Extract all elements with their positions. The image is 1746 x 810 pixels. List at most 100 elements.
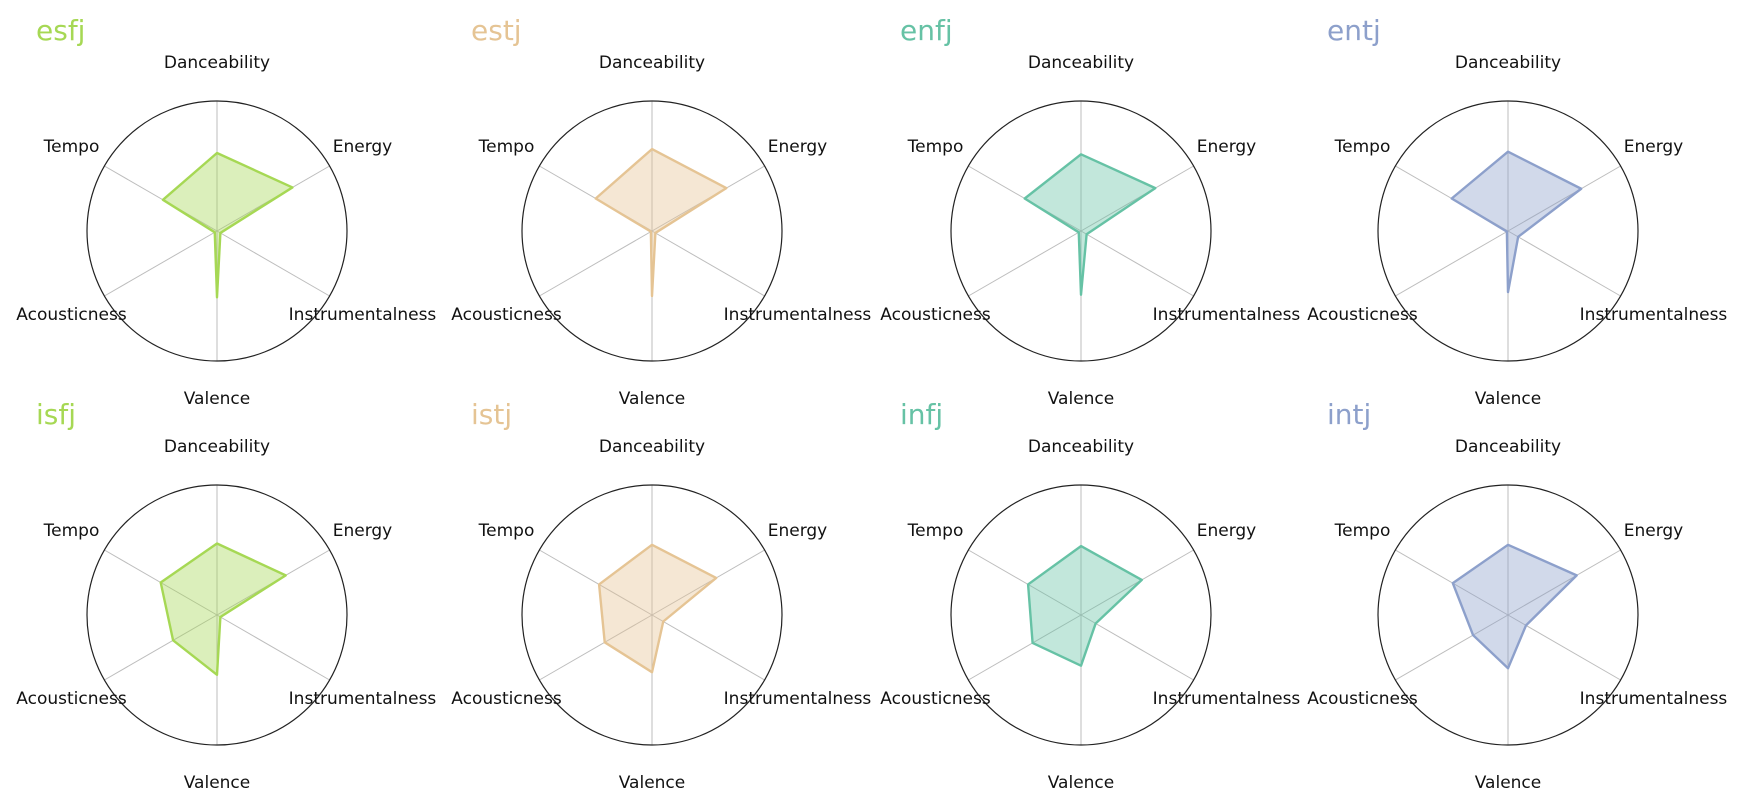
series-polygon xyxy=(597,543,718,674)
radar-panel-5: istj Danceability Energy Instrumentalness Va… xyxy=(435,384,871,793)
axis-spoke xyxy=(1395,549,1509,616)
axis-label: Instrumentalness xyxy=(1153,305,1301,325)
axis-spoke xyxy=(1507,230,1621,297)
axis-label: Valence xyxy=(184,389,251,409)
series-polygon xyxy=(159,542,287,676)
axis-label: Instrumentalness xyxy=(724,689,872,709)
axis-label: Danceability xyxy=(164,437,270,457)
axis-label: Acousticness xyxy=(880,689,991,709)
axis-spoke xyxy=(968,614,1082,681)
radar-panel-7: intj Danceability Energy Instrumentalness Va… xyxy=(1291,384,1727,793)
radar-panel-6: infj Danceability Energy Instrumentalness Va… xyxy=(864,384,1300,793)
axis-label: Tempo xyxy=(478,137,535,157)
axis-label: Tempo xyxy=(43,521,100,541)
axis-label: Acousticness xyxy=(16,305,127,325)
axis-spoke xyxy=(651,614,765,681)
axis-spoke xyxy=(216,614,330,681)
radar-svg: Danceability Energy Instrumentalness Valenc… xyxy=(451,437,871,793)
axis-label: Danceability xyxy=(1455,437,1561,457)
radar-svg: Danceability Energy Instrumentalness Valenc… xyxy=(451,53,871,409)
outer-ring xyxy=(1377,484,1639,746)
axis-label: Energy xyxy=(1624,521,1684,541)
series-polygon xyxy=(1023,153,1157,296)
axis-label: Acousticness xyxy=(880,305,991,325)
outer-ring xyxy=(86,100,348,362)
axis-spoke xyxy=(1507,549,1621,616)
radar-svg: Danceability Energy Instrumentalness Valenc… xyxy=(16,53,436,409)
axis-label: Energy xyxy=(768,521,828,541)
radar-svg: Danceability Energy Instrumentalness Valenc… xyxy=(1307,437,1727,793)
radar-panel-4: isfj Danceability Energy Instrumentalness Va… xyxy=(0,384,436,793)
outer-ring xyxy=(950,484,1212,746)
axis-spoke xyxy=(539,614,653,681)
axis-label: Acousticness xyxy=(1307,689,1418,709)
axis-spoke xyxy=(216,230,330,297)
axis-label: Danceability xyxy=(1028,437,1134,457)
outer-ring xyxy=(1377,100,1639,362)
radar-panel-0: esfj Danceability Energy Instrumentalness Va… xyxy=(0,0,436,409)
series-polygon xyxy=(161,151,294,299)
axis-spoke xyxy=(1395,614,1509,681)
axis-spoke xyxy=(104,165,218,232)
axis-label: Danceability xyxy=(599,437,705,457)
axis-label: Tempo xyxy=(1334,137,1391,157)
axis-label: Valence xyxy=(1475,389,1542,409)
axis-label: Acousticness xyxy=(16,689,127,709)
axis-spoke xyxy=(1080,614,1194,681)
chart-title: isfj xyxy=(36,398,77,431)
axis-label: Tempo xyxy=(907,521,964,541)
radar-svg: Danceability Energy Instrumentalness Valenc… xyxy=(16,437,436,793)
axis-label: Acousticness xyxy=(451,305,562,325)
axis-label: Danceability xyxy=(1028,53,1134,73)
axis-label: Acousticness xyxy=(1307,305,1418,325)
chart-title: intj xyxy=(1327,398,1372,431)
chart-title: infj xyxy=(900,398,944,431)
axis-label: Danceability xyxy=(599,53,705,73)
axis-label: Energy xyxy=(1197,521,1257,541)
axis-spoke xyxy=(104,614,218,681)
axis-label: Instrumentalness xyxy=(1580,305,1728,325)
axis-spoke xyxy=(651,230,765,297)
axis-spoke xyxy=(968,549,1082,616)
axis-label: Valence xyxy=(184,773,251,793)
chart-title: istj xyxy=(471,398,513,431)
axis-label: Tempo xyxy=(1334,521,1391,541)
axis-spoke xyxy=(1507,165,1621,232)
axis-label: Valence xyxy=(1475,773,1542,793)
chart-title: enfj xyxy=(900,14,953,47)
axis-spoke xyxy=(1395,230,1509,297)
axis-label: Instrumentalness xyxy=(1580,689,1728,709)
axis-label: Valence xyxy=(619,773,686,793)
axis-label: Energy xyxy=(1197,137,1257,157)
axis-spoke xyxy=(1080,230,1194,297)
axis-label: Tempo xyxy=(907,137,964,157)
radar-panel-1: estj Danceability Energy Instrumentalness Va… xyxy=(435,0,871,409)
axis-label: Tempo xyxy=(43,137,100,157)
axis-label: Instrumentalness xyxy=(1153,689,1301,709)
outer-ring xyxy=(950,100,1212,362)
axis-label: Tempo xyxy=(478,521,535,541)
axis-spoke xyxy=(104,230,218,297)
series-polygon xyxy=(1451,543,1578,670)
axis-spoke xyxy=(651,549,765,616)
series-polygon xyxy=(1026,544,1143,667)
axis-label: Acousticness xyxy=(451,689,562,709)
series-polygon xyxy=(594,147,728,298)
axis-label: Instrumentalness xyxy=(289,689,437,709)
axis-label: Instrumentalness xyxy=(289,305,437,325)
outer-ring xyxy=(521,484,783,746)
axis-spoke xyxy=(539,549,653,616)
axis-label: Valence xyxy=(1048,389,1115,409)
axis-label: Valence xyxy=(1048,773,1115,793)
chart-title: entj xyxy=(1327,14,1381,47)
radar-panel-3: entj Danceability Energy Instrumentalness Va… xyxy=(1291,0,1727,409)
chart-title: esfj xyxy=(36,14,86,47)
axis-label: Energy xyxy=(1624,137,1684,157)
radar-svg: Danceability Energy Instrumentalness Valenc… xyxy=(880,53,1300,409)
axis-spoke xyxy=(1080,165,1194,232)
radar-svg: Danceability Energy Instrumentalness Valenc… xyxy=(1307,53,1727,409)
axis-spoke xyxy=(539,230,653,297)
axis-label: Danceability xyxy=(1455,53,1561,73)
axis-label: Energy xyxy=(768,137,828,157)
